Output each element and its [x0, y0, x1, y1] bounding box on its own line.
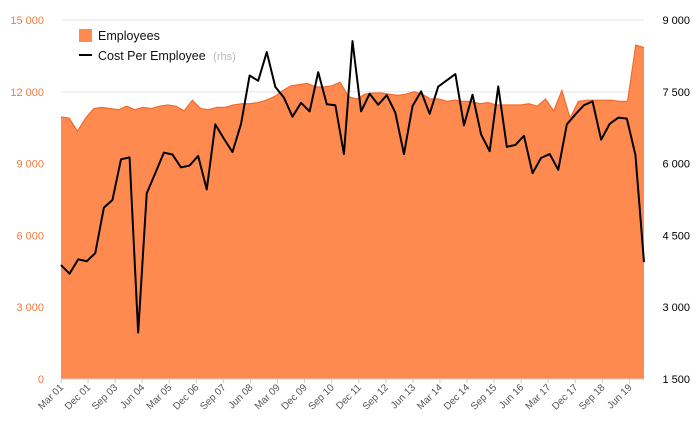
- x-tick-label: Jun 04: [118, 382, 147, 411]
- x-tick-label: Dec 01: [63, 382, 93, 412]
- left-tick-label: 12 000: [10, 87, 44, 99]
- cost-per-employee-line-series: [60, 40, 645, 334]
- x-tick-label: Sep 10: [307, 382, 337, 412]
- cost-per-employee-line: [60, 40, 645, 334]
- x-tick-label: Sep 03: [90, 382, 120, 412]
- left-tick-label: 3 000: [16, 302, 44, 314]
- x-tick-label: Sep 15: [469, 382, 499, 412]
- left-tick-label: 6 000: [16, 230, 44, 242]
- legend-label-rhs-note: (rhs): [213, 51, 236, 63]
- left-tick-label: 0: [38, 374, 44, 386]
- legend-label-cost-per-employee: Cost Per Employee (rhs): [98, 49, 236, 63]
- x-tick-label: Dec 06: [171, 382, 201, 412]
- employees-area: [61, 45, 644, 379]
- x-tick-label: Sep 18: [577, 382, 607, 412]
- x-tick-label: Dec 11: [334, 382, 364, 412]
- right-tick-label: 4 500: [662, 230, 690, 242]
- x-tick-label: Mar 09: [253, 382, 283, 412]
- x-tick-label: Sep 07: [198, 382, 228, 412]
- left-tick-label: 9 000: [16, 159, 44, 171]
- x-tick-label: Sep 12: [361, 382, 391, 412]
- x-tick-label: Mar 17: [524, 382, 554, 412]
- x-tick-label: Jun 08: [227, 382, 256, 411]
- right-tick-label: 3 000: [662, 302, 690, 314]
- right-tick-label: 7 500: [662, 87, 690, 99]
- employees-area-edge: [60, 44, 645, 133]
- right-tick-label: 1 500: [662, 374, 690, 386]
- x-tick-label: Jun 19: [606, 382, 635, 411]
- legend: Employees Cost Per Employee (rhs): [79, 29, 236, 63]
- employees-area-series: [60, 44, 645, 379]
- x-tick-label: Jun 16: [497, 382, 526, 411]
- x-tick-label: Dec 09: [280, 382, 310, 412]
- right-tick-label: 6 000: [662, 159, 690, 171]
- legend-label-employees: Employees: [98, 29, 160, 43]
- right-axis-tick-labels: 1 500 3 000 4 500 6 000 7 500 9 000: [662, 15, 690, 386]
- x-tick-label: Mar 01: [36, 382, 66, 412]
- x-tick-label: Mar 14: [415, 382, 445, 412]
- x-tick-label: Mar 05: [145, 382, 175, 412]
- x-tick-label: Dec 14: [442, 382, 472, 412]
- x-tick-label: Jun 13: [389, 382, 418, 411]
- legend-swatch-employees: [79, 29, 92, 42]
- legend-label-cost-per-employee-name: Cost Per Employee: [98, 49, 206, 63]
- left-axis-tick-labels: 0 3 000 6 000 9 000 12 000 15 000: [10, 15, 44, 386]
- x-tick-label: Dec 17: [550, 382, 580, 412]
- left-tick-label: 15 000: [10, 15, 44, 27]
- right-tick-label: 9 000: [662, 15, 690, 27]
